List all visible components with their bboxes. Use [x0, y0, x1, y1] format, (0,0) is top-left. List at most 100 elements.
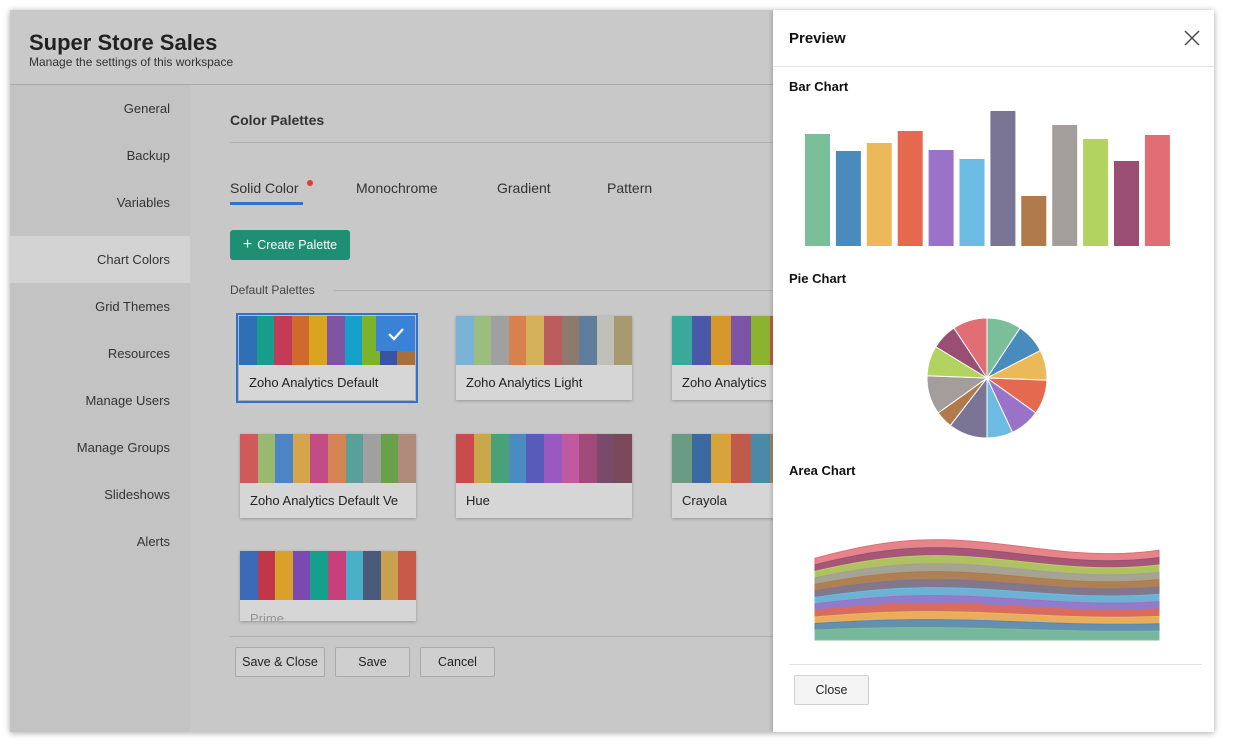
pie-chart-label: Pie Chart	[789, 271, 847, 286]
palette-card[interactable]: Zoho Analytics Default	[236, 313, 418, 403]
sidebar-item-grid-themes[interactable]: Grid Themes	[95, 299, 170, 314]
color-swatch	[363, 551, 381, 600]
color-swatch	[543, 316, 562, 365]
tab-monochrome[interactable]: Monochrome	[356, 180, 438, 196]
color-swatch	[326, 316, 345, 365]
palette-name: Crayola	[682, 493, 727, 508]
tab-gradient[interactable]: Gradient	[497, 180, 551, 196]
sidebar-item-backup[interactable]: Backup	[126, 148, 170, 163]
color-swatch	[380, 434, 399, 483]
sidebar-item-resources[interactable]: Resources	[107, 346, 170, 361]
color-swatch	[275, 551, 293, 600]
bar	[990, 111, 1016, 246]
selected-check-icon	[376, 316, 415, 351]
divider	[334, 290, 790, 291]
bar	[959, 159, 985, 246]
palette-card[interactable]: Hue	[456, 434, 632, 518]
color-swatch	[731, 434, 751, 483]
sidebar-item-alerts[interactable]: Alerts	[136, 534, 170, 549]
color-swatch	[579, 316, 597, 365]
create-palette-button[interactable]: + Create Palette	[230, 230, 350, 260]
color-swatch	[257, 434, 276, 483]
color-swatch	[344, 316, 363, 365]
sidebar-item-manage-users[interactable]: Manage Users	[85, 393, 170, 408]
divider	[773, 66, 1214, 67]
color-swatch	[672, 316, 692, 365]
app-window: Super Store Sales Manage the settings of…	[10, 10, 1214, 732]
color-swatch	[491, 434, 509, 483]
palette-swatches	[240, 551, 416, 600]
bar	[928, 150, 954, 246]
color-swatch	[362, 316, 380, 365]
pie-chart	[926, 317, 1048, 439]
color-swatch	[274, 316, 292, 365]
active-tab-indicator	[230, 202, 303, 205]
pie-slice	[953, 317, 988, 380]
color-swatch	[398, 434, 416, 483]
tab-pattern[interactable]: Pattern	[607, 180, 653, 196]
palette-card[interactable]: Prime	[240, 551, 416, 621]
color-swatch	[456, 434, 474, 483]
bar	[1114, 161, 1139, 246]
color-swatch	[596, 316, 615, 365]
color-swatch	[239, 316, 257, 365]
sidebar-item-slideshows[interactable]: Slideshows	[104, 487, 170, 502]
color-swatch	[491, 316, 509, 365]
color-swatch	[526, 316, 544, 365]
color-swatch	[614, 316, 632, 365]
color-swatch	[327, 551, 346, 600]
divider	[230, 636, 790, 637]
save-close-button[interactable]: Save & Close	[235, 647, 325, 677]
palette-card[interactable]: Zoho Analytics Light	[456, 316, 632, 400]
palette-swatches	[456, 316, 632, 365]
color-swatch	[345, 551, 364, 600]
color-swatch	[672, 434, 692, 483]
close-icon[interactable]	[1183, 29, 1201, 47]
palette-name: Zoho Analytics	[682, 375, 767, 390]
color-swatch	[345, 434, 364, 483]
color-swatch	[473, 434, 492, 483]
color-swatch	[240, 434, 258, 483]
color-swatch	[750, 434, 771, 483]
area-chart	[814, 539, 1160, 641]
cancel-button[interactable]: Cancel	[420, 647, 495, 677]
bar	[866, 143, 892, 246]
color-swatch	[327, 434, 346, 483]
color-swatch	[240, 551, 258, 600]
color-swatch	[711, 434, 732, 483]
bar	[1052, 125, 1078, 246]
sidebar-item-general[interactable]: General	[123, 101, 170, 116]
color-swatch	[711, 316, 732, 365]
color-swatch	[473, 316, 492, 365]
preview-close-button[interactable]: Close	[794, 675, 869, 705]
color-swatch	[691, 316, 712, 365]
tab-solid-color[interactable]: Solid Color	[230, 180, 299, 196]
palette-card[interactable]: Zoho Analytics	[672, 316, 790, 400]
area-series	[814, 627, 1160, 641]
palette-swatches	[672, 316, 790, 365]
bar	[1144, 135, 1170, 246]
bar-chart-label: Bar Chart	[789, 79, 849, 94]
bar	[897, 131, 923, 246]
plus-icon: +	[242, 236, 253, 253]
workspace-title: Super Store Sales	[29, 30, 218, 55]
save-button[interactable]: Save	[335, 647, 410, 677]
palette-name: Zoho Analytics Default	[249, 375, 379, 390]
color-swatch	[508, 434, 527, 483]
bar	[1021, 196, 1047, 246]
color-swatch	[691, 434, 712, 483]
bar	[805, 134, 830, 246]
settings-sidebar: General Backup Variables Chart Colors Gr…	[10, 85, 190, 732]
sidebar-item-variables[interactable]: Variables	[116, 195, 170, 210]
palette-name: Zoho Analytics Default Ve	[250, 493, 399, 508]
color-swatch	[526, 434, 544, 483]
color-swatch	[309, 316, 327, 365]
color-swatch	[275, 434, 293, 483]
palette-name: Prime	[250, 611, 284, 621]
sidebar-item-manage-groups[interactable]: Manage Groups	[76, 440, 170, 455]
color-swatch	[257, 551, 276, 600]
color-swatch	[561, 434, 580, 483]
sidebar-item-chart-colors[interactable]: Chart Colors	[10, 236, 190, 283]
palette-card[interactable]: Zoho Analytics Default Ve	[240, 434, 416, 518]
preview-panel: Preview Bar Chart Pie Chart Area Chart C…	[773, 10, 1214, 732]
